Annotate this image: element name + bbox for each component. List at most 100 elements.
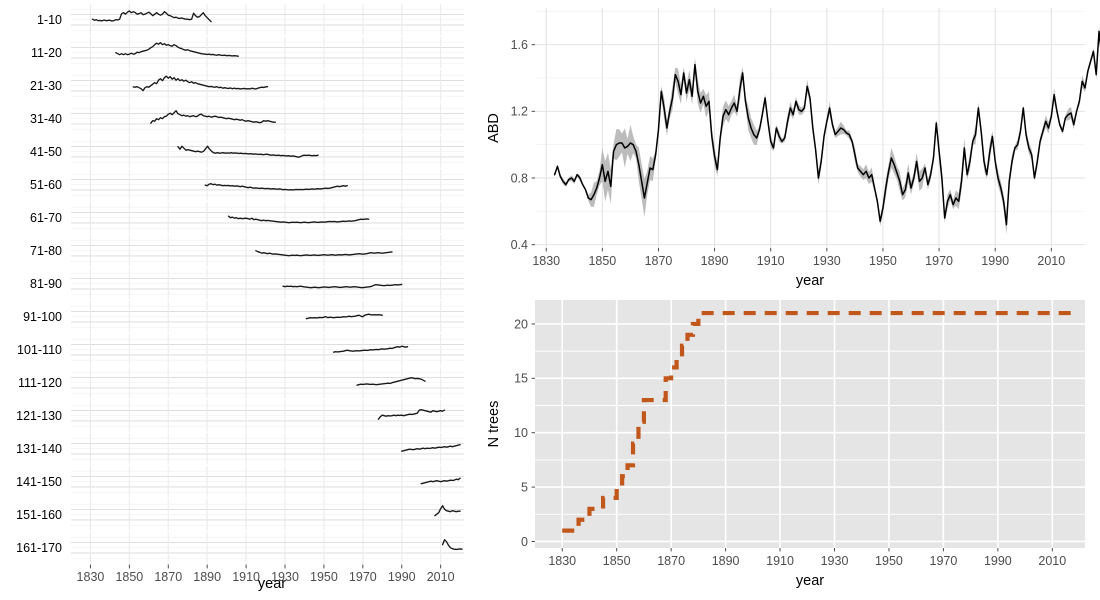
abd-panel-background [535,8,1085,248]
age-class-chronologies-panel: 1-10 11-20 21-30 31-40 41-50 51-60 61-70 71-80 8… [16,4,464,592]
panel-c-x-axis-title: year [796,573,824,589]
facet-row: 91-100 [23,301,464,333]
panel-a-x-tick-label: 1950 [310,570,338,584]
facet-series-line [377,409,446,420]
panel-c-x-tick-label: 1990 [984,554,1012,568]
panel-c-y-tick-label: 10 [514,426,528,440]
facet-strip-label: 31-40 [30,112,62,126]
panel-c-x-tick-label: 2010 [1038,554,1066,568]
facet-series-line [305,313,383,320]
facet-strip-label: 11-20 [31,46,62,60]
ntrees-step-line [562,310,1080,533]
facet-row: 161-170 [16,532,464,564]
facet-strip-label: 61-70 [30,211,62,225]
facet-strip-label: 1-10 [37,13,62,27]
facet-series-line [91,10,212,23]
panel-b-y-tick-label: 0.8 [511,171,528,185]
panel-a-x-axis-title: year [258,576,286,592]
facet-row: 41-50 [30,136,464,168]
panel-b-x-tick-label: 1910 [757,254,785,268]
panel-b-y-tick-label: 0.4 [511,238,528,252]
facet-strip-label: 51-60 [30,178,62,192]
panel-b-y-tick-label: 1.6 [511,38,528,52]
facet-row: 101-110 [17,334,464,366]
panel-b-x-tick-label: 1870 [645,254,673,268]
panel-a-x-tick-label: 2010 [427,570,455,584]
abd-series-line [553,30,1100,226]
facet-row: 21-30 [30,70,464,102]
panel-b-x-tick-label: 1930 [813,254,841,268]
panel-a-x-tick-label: 1990 [388,570,416,584]
facet-row: 151-160 [16,499,464,531]
facet-series-line [255,250,393,257]
panel-c-x-tick-label: 1850 [603,554,631,568]
facet-strip-label: 71-80 [30,244,62,258]
facet-row: 11-20 [31,37,464,69]
panel-a-x-tick-label: 1890 [193,570,221,584]
panel-a-x-tick-label: 1830 [77,570,105,584]
panel-c-x-tick-label: 1830 [548,554,576,568]
facet-series-line [420,477,461,485]
facet-strip-label: 121-130 [16,409,62,423]
panel-a-x-tick-label: 1870 [154,570,182,584]
panel-b-x-axis-title: year [796,273,824,289]
facet-row: 1-10 [37,4,464,36]
facet-series-line [434,505,461,517]
facet-row: 121-130 [16,400,464,432]
panel-b-x-tick-label: 1970 [925,254,953,268]
facet-series-line [282,283,403,289]
panel-b-y-axis-title: ABD [486,113,502,143]
facet-strip-label: 111-120 [18,376,62,390]
facet-row: 51-60 [30,169,464,201]
facet-series-line [441,539,463,551]
facet-row: 31-40 [30,103,464,135]
panel-c-y-axis-title: N trees [486,401,502,448]
facet-row: 61-70 [30,202,464,234]
panel-b-x-tick-label: 1950 [869,254,897,268]
facet-strip-label: 41-50 [30,145,62,159]
panel-c-y-tick-label: 5 [521,480,528,494]
panel-c-y-tick-label: 0 [521,535,528,549]
facet-strip-label: 151-160 [16,508,62,522]
panel-b-y-tick-label: 1.2 [511,105,528,119]
panel-c-y-tick-label: 15 [514,372,528,386]
panel-a-x-tick-label: 1910 [232,570,260,584]
facet-series-line [332,345,409,353]
facet-strip-label: 21-30 [30,79,62,93]
panel-b-x-tick-label: 1890 [701,254,729,268]
facet-strip-label: 141-150 [16,475,62,489]
facet-strip-label: 101-110 [17,343,62,357]
panel-a-x-tick-label: 1850 [115,570,143,584]
facet-row: 81-90 [30,268,464,300]
panel-a-x-tick-label: 1930 [271,570,299,584]
panel-c-x-tick-label: 1910 [766,554,794,568]
facet-series-line [115,42,239,57]
panel-c-x-tick-label: 1930 [821,554,849,568]
facet-series-line [132,75,269,92]
panel-c-x-tick-label: 1950 [875,554,903,568]
panel-c-x-tick-label: 1890 [712,554,740,568]
panel-c-x-tick-label: 1870 [657,554,685,568]
panel-b-x-tick-label: 1850 [588,254,616,268]
panel-b-x-tick-label: 1830 [532,254,560,268]
facet-series-line [204,183,348,191]
abd-master-chronology-panel: 0.4 0.8 1.2 1.6 1830 1850 1870 1890 1910 1930 1950… [486,8,1100,289]
facet-series-line [401,444,461,452]
panel-b-x-tick-label: 1990 [981,254,1009,268]
panel-c-x-tick-label: 1970 [930,554,958,568]
panel-a-x-tick-label: 1970 [349,570,377,584]
facet-row: 141-150 [16,466,464,498]
facet-strip-label: 91-100 [23,310,62,324]
facet-strip-label: 131-140 [16,442,62,456]
facet-strip-label: 161-170 [16,541,62,555]
panel-c-y-tick-label: 20 [514,317,528,331]
panel-b-x-tick-label: 2010 [1037,254,1065,268]
facet-series-line [356,377,426,386]
facet-series-line [227,215,370,224]
facet-row: 71-80 [30,235,464,267]
facet-row: 131-140 [16,433,464,465]
facet-row: 111-120 [18,367,464,399]
ntrees-panel-background [535,300,1085,548]
facet-series-line [177,145,319,158]
